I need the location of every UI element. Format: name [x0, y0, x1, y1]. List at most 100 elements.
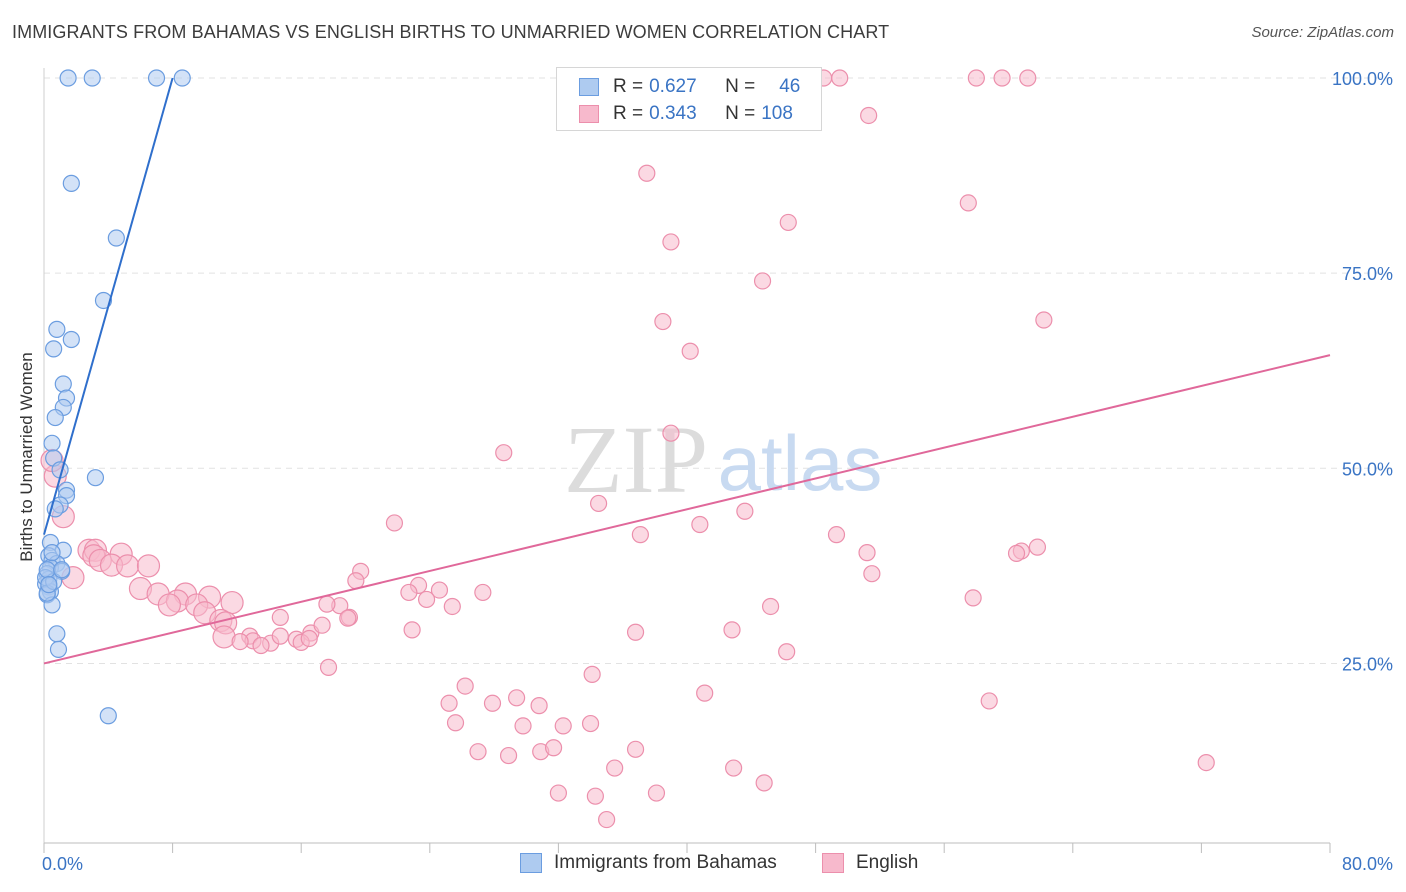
- bahamas-point: [107, 229, 125, 247]
- english-point: [662, 424, 680, 442]
- bahamas-trend-line: [43, 77, 174, 535]
- english-point: [1028, 538, 1047, 556]
- english-point: [530, 697, 548, 715]
- english-point: [271, 608, 289, 627]
- bahamas-point: [173, 69, 191, 87]
- chart-title: IMMIGRANTS FROM BAHAMAS VS ENGLISH BIRTH…: [12, 22, 890, 42]
- english-point: [554, 717, 572, 735]
- english-point: [755, 774, 773, 792]
- english-point: [583, 665, 601, 683]
- english-point: [252, 636, 270, 655]
- bahamas-swatch: [520, 853, 542, 873]
- english-point: [967, 69, 985, 87]
- bahamas-swatch: [579, 78, 599, 96]
- english-point: [136, 554, 161, 578]
- english-point: [586, 787, 604, 805]
- english-point: [495, 444, 513, 462]
- x-tick-label: 80.0%: [1342, 854, 1393, 874]
- english-swatch: [579, 105, 599, 123]
- english-point: [696, 684, 714, 702]
- english-point: [271, 627, 289, 645]
- bahamas-point: [48, 320, 66, 338]
- english-point: [581, 714, 600, 733]
- legend-row-bahamas: R = 0.627 N = 46: [579, 75, 800, 99]
- english-point: [508, 689, 526, 707]
- bahamas-point: [46, 408, 64, 427]
- bahamas-point: [49, 640, 68, 659]
- english-point: [446, 714, 465, 732]
- english-point: [638, 164, 656, 182]
- english-point: [1197, 753, 1215, 772]
- bahamas-point: [38, 561, 56, 579]
- english-point: [499, 746, 518, 765]
- legend-item-bahamas[interactable]: Immigrants from Bahamas: [520, 852, 777, 874]
- english-point: [723, 621, 741, 639]
- english-point: [231, 633, 249, 651]
- y-tick-label: 75.0%: [1342, 264, 1393, 284]
- n-label: N =: [725, 76, 756, 97]
- english-point: [827, 526, 846, 544]
- english-point: [313, 616, 331, 634]
- english-point: [417, 590, 436, 609]
- watermark: ZIP atlas: [564, 406, 882, 513]
- legend-label: Immigrants from Bahamas: [554, 852, 777, 873]
- r-value: 0.627: [649, 76, 697, 97]
- english-point: [514, 717, 532, 735]
- english-point: [300, 629, 318, 648]
- bahamas-point: [43, 544, 61, 562]
- english-point: [993, 69, 1011, 87]
- english-point: [761, 597, 780, 616]
- english-point: [430, 581, 449, 599]
- english-point: [779, 213, 797, 232]
- english-point: [1019, 69, 1037, 87]
- english-point: [549, 784, 568, 802]
- english-point: [385, 514, 404, 532]
- english-point: [863, 565, 881, 583]
- r-value: 0.343: [649, 103, 697, 124]
- english-point: [691, 515, 709, 534]
- english-point: [662, 233, 680, 251]
- trend-lines: [43, 77, 1331, 665]
- english-point: [860, 106, 878, 125]
- english-point: [959, 194, 977, 212]
- english-point: [456, 677, 474, 695]
- n-label: N =: [725, 103, 756, 124]
- r-label: R =: [613, 76, 644, 97]
- english-point: [212, 625, 236, 649]
- english-point: [736, 502, 754, 520]
- bahamas-point: [147, 69, 166, 87]
- english-point: [598, 810, 616, 829]
- bahamas-point: [54, 375, 72, 393]
- english-point: [483, 694, 502, 712]
- english-point: [858, 544, 876, 562]
- bahamas-point: [53, 561, 71, 579]
- english-point: [339, 609, 357, 627]
- bahamas-point: [99, 707, 117, 725]
- english-point: [964, 589, 982, 607]
- y-tick-label: 100.0%: [1332, 69, 1393, 89]
- english-point: [443, 597, 461, 616]
- gridlines: [44, 77, 1393, 664]
- y-tick-label: 50.0%: [1342, 459, 1393, 479]
- english-point: [440, 694, 458, 712]
- english-point: [980, 692, 998, 710]
- english-point: [318, 595, 336, 613]
- english-point: [606, 759, 624, 777]
- tick-labels: 25.0% 50.0% 75.0% 100.0% 0.0% 80.0%: [42, 69, 1393, 874]
- english-point: [1007, 544, 1026, 562]
- bahamas-point: [83, 69, 101, 87]
- english-point: [347, 572, 365, 590]
- bahamas-point: [45, 340, 63, 358]
- english-point: [753, 272, 772, 290]
- english-point: [725, 759, 743, 777]
- english-swatch: [822, 853, 844, 873]
- source-label: Source: ZipAtlas.com: [1251, 24, 1394, 41]
- watermark-zip: ZIP: [564, 406, 708, 513]
- bahamas-point: [40, 576, 58, 594]
- bahamas-point: [59, 69, 77, 87]
- english-point: [647, 784, 666, 802]
- english-point: [654, 312, 672, 331]
- legend-item-english[interactable]: English: [822, 852, 918, 874]
- english-point: [1035, 311, 1053, 329]
